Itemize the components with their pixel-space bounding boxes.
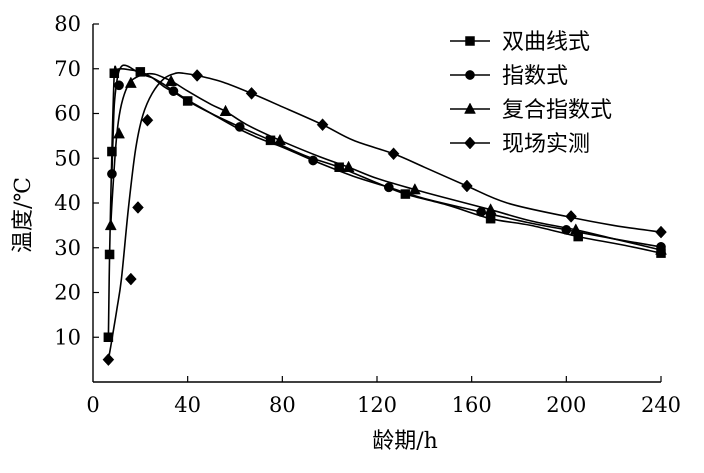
x-tick-label: 0 bbox=[86, 393, 99, 417]
data-point bbox=[107, 169, 117, 179]
data-point bbox=[191, 69, 203, 82]
data-point bbox=[308, 155, 318, 166]
data-point bbox=[113, 127, 125, 139]
data-point bbox=[132, 201, 144, 214]
y-axis-label: 温度/℃ bbox=[11, 177, 36, 253]
y-tick-label: 30 bbox=[54, 236, 81, 260]
series-triangle bbox=[104, 72, 667, 255]
legend-marker bbox=[465, 36, 475, 46]
axes: 0 40 80 120 160 200 240 10 20 30 40 50 60 70 80 bbox=[54, 12, 681, 417]
legend-marker bbox=[465, 70, 475, 80]
y-tick-label: 50 bbox=[54, 146, 81, 170]
data-point bbox=[408, 183, 421, 195]
data-point bbox=[219, 104, 232, 117]
legend-label: 指数式 bbox=[502, 64, 568, 89]
x-tick-label: 120 bbox=[357, 393, 397, 417]
data-point bbox=[104, 218, 117, 231]
data-point bbox=[234, 122, 245, 132]
data-point bbox=[569, 223, 582, 235]
data-point bbox=[104, 249, 115, 260]
x-tick-label: 200 bbox=[546, 393, 586, 417]
data-point bbox=[168, 86, 179, 96]
legend-label: 现场实测 bbox=[502, 132, 590, 157]
data-point bbox=[274, 133, 286, 146]
x-tick-label: 160 bbox=[452, 393, 492, 417]
y-tick-label: 60 bbox=[54, 102, 81, 126]
legend-item: 复合指数式 bbox=[450, 98, 612, 123]
y-tick-label: 20 bbox=[54, 281, 81, 305]
data-point bbox=[655, 243, 667, 255]
legend-item: 现场实测 bbox=[450, 132, 590, 157]
data-point bbox=[165, 74, 178, 87]
data-point bbox=[114, 80, 124, 91]
legend-marker bbox=[464, 102, 476, 114]
data-point bbox=[124, 76, 137, 88]
data-point bbox=[655, 225, 667, 239]
legend-marker bbox=[464, 136, 476, 150]
y-tick-label: 70 bbox=[54, 57, 81, 81]
x-tick-label: 80 bbox=[269, 393, 296, 417]
legend-item: 双曲线式 bbox=[450, 30, 590, 55]
series-line bbox=[111, 64, 662, 248]
x-tick-label: 240 bbox=[641, 393, 681, 417]
data-point bbox=[141, 113, 154, 127]
legend-item: 指数式 bbox=[450, 64, 568, 89]
y-tick-label: 10 bbox=[54, 325, 81, 349]
data-point bbox=[387, 147, 400, 161]
y-tick-label: 40 bbox=[54, 191, 81, 215]
data-point bbox=[342, 160, 355, 172]
data-point bbox=[484, 203, 497, 215]
x-tick-label: 40 bbox=[174, 393, 201, 417]
data-point bbox=[102, 353, 115, 366]
legend-label: 复合指数式 bbox=[502, 98, 612, 123]
data-point bbox=[383, 182, 394, 193]
x-axis-label: 龄期/h bbox=[372, 429, 438, 454]
series-diamond bbox=[102, 69, 667, 366]
data-point bbox=[245, 86, 258, 100]
data-point bbox=[461, 179, 473, 193]
data-point bbox=[565, 210, 577, 223]
legend-label: 双曲线式 bbox=[502, 30, 590, 55]
plot-area bbox=[102, 64, 667, 366]
y-tick-label: 80 bbox=[54, 12, 81, 36]
data-point bbox=[316, 118, 329, 132]
data-point bbox=[125, 272, 137, 286]
